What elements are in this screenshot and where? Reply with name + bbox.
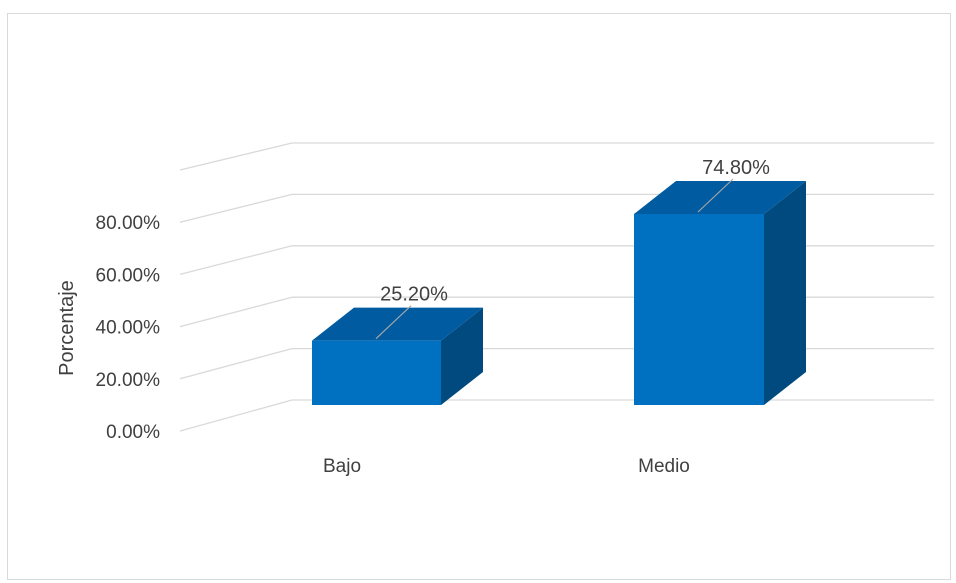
x-tick-label: Medio	[638, 456, 690, 477]
bar-bajo	[312, 340, 441, 405]
y-tick-label: 20.00%	[96, 370, 161, 391]
x-tick-label: Bajo	[323, 456, 361, 477]
bar-medio	[634, 214, 764, 405]
bars	[312, 181, 806, 405]
y-tick-label: 0.00%	[106, 422, 160, 443]
y-tick-label: 80.00%	[96, 213, 161, 234]
y-axis-tick-labels: 0.00% 20.00% 40.00% 60.00% 80.00%	[96, 213, 161, 443]
y-tick-label: 40.00%	[96, 318, 161, 339]
x-axis-tick-labels: Bajo Medio	[323, 456, 690, 477]
gridline-side	[179, 399, 293, 432]
gridline-side	[179, 245, 293, 276]
gridline-side	[179, 142, 293, 171]
y-axis-title: Porcentaje	[56, 280, 78, 376]
data-label-leader	[697, 178, 734, 213]
gridlines	[179, 142, 934, 432]
bar-top-face	[312, 307, 483, 341]
gridline-side	[179, 193, 293, 223]
y-tick-label: 60.00%	[96, 265, 161, 286]
bar-side-face	[441, 307, 483, 405]
bar-side-face	[764, 181, 806, 405]
bar-top-face	[634, 181, 806, 214]
data-labels: 25.20% 74.80%	[375, 157, 770, 340]
data-label-leader	[375, 305, 412, 340]
gridline-side	[179, 347, 293, 380]
gridline-side	[179, 296, 293, 328]
data-label: 74.80%	[702, 157, 770, 179]
data-label: 25.20%	[380, 284, 448, 306]
